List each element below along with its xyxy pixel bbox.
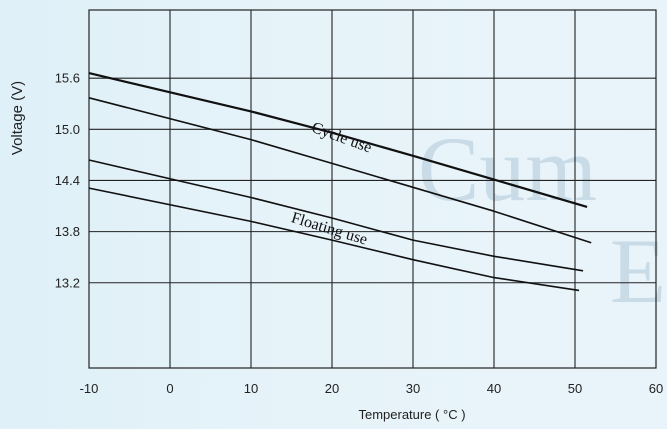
y-tick-label: 15.6 [55, 71, 80, 86]
watermark-line-1: Cum [418, 118, 597, 220]
grid [89, 10, 656, 368]
x-axis-label: Temperature ( °C ) [358, 407, 465, 422]
series-line-1 [88, 72, 588, 208]
watermark-line-2: E [610, 220, 666, 322]
x-tick-label: 30 [406, 381, 420, 396]
series-line-3 [88, 159, 584, 272]
y-tick-label: 14.4 [55, 173, 80, 188]
y-tick-label: 13.2 [55, 275, 80, 290]
series-line-4 [88, 187, 580, 292]
x-tick-label: 60 [649, 381, 663, 396]
series-line-2 [88, 97, 592, 244]
x-tick-label: 50 [568, 381, 582, 396]
x-tick-label: 10 [244, 381, 258, 396]
y-tick-label: 15.0 [55, 122, 80, 137]
series-group [88, 72, 592, 292]
y-tick-labels: 15.6 15.0 14.4 13.8 13.2 [55, 71, 80, 291]
x-tick-label: 20 [325, 381, 339, 396]
annotation-floating-use: Floating use [289, 209, 369, 248]
x-tick-labels: -10 0 10 20 30 40 50 60 [80, 381, 664, 396]
y-tick-label: 13.8 [55, 224, 80, 239]
annotation-cycle-use: Cycle use [309, 119, 374, 156]
plot-area [88, 9, 657, 369]
x-tick-label: 0 [166, 381, 173, 396]
y-axis-label: Voltage (V) [9, 81, 26, 155]
x-tick-label: -10 [80, 381, 99, 396]
x-tick-label: 40 [487, 381, 501, 396]
